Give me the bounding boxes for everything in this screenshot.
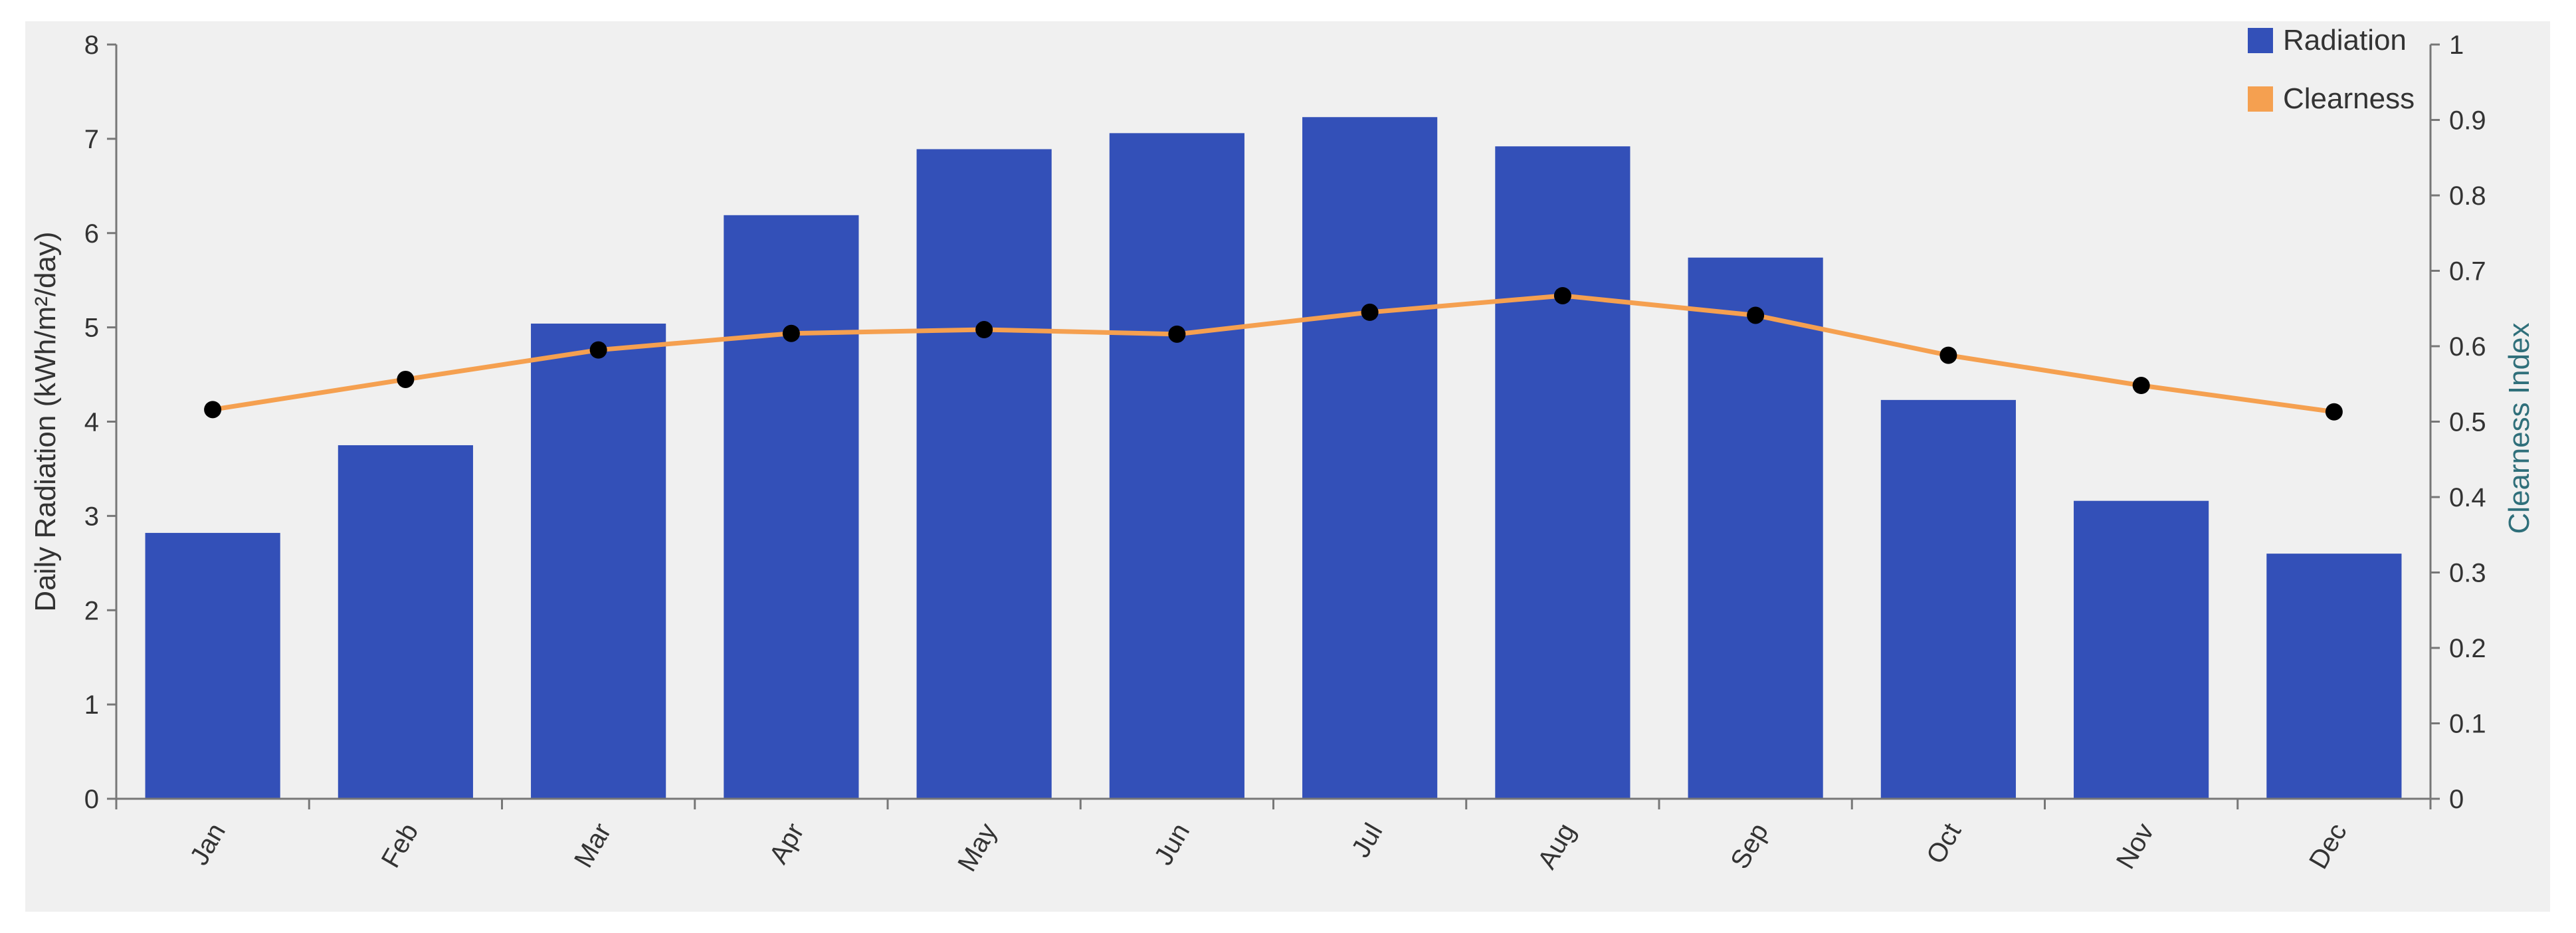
bar-jun bbox=[1109, 133, 1244, 799]
legend: Radiation Clearness bbox=[2248, 24, 2415, 115]
clearness-point-jun bbox=[1168, 325, 1186, 343]
y-axis-title-left: Daily Radiation (kWh/m²/day) bbox=[29, 231, 62, 611]
x-tick-label-jan: Jan bbox=[185, 819, 231, 871]
clearness-point-feb bbox=[397, 370, 415, 388]
y-tick-label-right: 0.3 bbox=[2449, 559, 2486, 588]
clearness-point-nov bbox=[2132, 377, 2150, 395]
bar-mar bbox=[531, 323, 666, 799]
y-tick-label-right: 0.4 bbox=[2449, 483, 2486, 512]
axes bbox=[107, 43, 2440, 809]
y-tick-label-right: 1 bbox=[2449, 31, 2464, 60]
x-tick-label-oct: Oct bbox=[1921, 819, 1967, 869]
y-tick-label-right: 0 bbox=[2449, 785, 2464, 814]
x-tick-label-apr: Apr bbox=[764, 819, 810, 869]
bar-nov bbox=[2074, 500, 2209, 799]
clearness-line bbox=[204, 286, 2343, 421]
bar-apr bbox=[724, 215, 859, 799]
legend-swatch-radiation bbox=[2248, 28, 2273, 53]
legend-label-clearness: Clearness bbox=[2283, 82, 2415, 115]
y-tick-label-left: 3 bbox=[84, 502, 99, 531]
legend-label-radiation: Radiation bbox=[2283, 24, 2407, 56]
bar-jan bbox=[145, 532, 280, 799]
clearness-point-jan bbox=[204, 401, 222, 419]
clearness-point-dec bbox=[2325, 403, 2343, 421]
y-tick-label-left: 7 bbox=[84, 125, 99, 154]
clearness-point-oct bbox=[1939, 346, 1957, 364]
radiation-clearness-chart: 0 1 2 3 4 5 6 7 8 0 0.1 0.2 0.3 0.4 0.5 0.6 0.7 0.8 0.9 1 Ja… bbox=[29, 24, 2535, 877]
x-tick-label-sep: Sep bbox=[1725, 819, 1774, 875]
y-tick-label-left: 4 bbox=[84, 408, 99, 437]
y-axis-title-right: Clearness Index bbox=[2503, 323, 2535, 534]
bar-dec bbox=[2266, 554, 2402, 799]
bar-feb bbox=[338, 445, 473, 799]
y-tick-label-left: 2 bbox=[84, 596, 99, 625]
y-tick-label-right: 0.2 bbox=[2449, 634, 2486, 663]
y-tick-label-left: 5 bbox=[84, 314, 99, 343]
legend-swatch-clearness bbox=[2248, 86, 2273, 112]
y-tick-label-right: 0.5 bbox=[2449, 408, 2486, 437]
clearness-point-aug bbox=[1553, 286, 1571, 304]
clearness-point-jul bbox=[1361, 303, 1379, 321]
clearness-point-sep bbox=[1747, 306, 1765, 324]
clearness-point-mar bbox=[589, 341, 607, 359]
x-tick-label-mar: Mar bbox=[569, 819, 617, 873]
clearness-point-may bbox=[975, 321, 993, 339]
y-tick-label-right: 0.1 bbox=[2449, 710, 2486, 739]
x-tick-label-feb: Feb bbox=[376, 819, 425, 873]
x-tick-label-nov: Nov bbox=[2111, 819, 2160, 875]
clearness-series-line bbox=[210, 293, 2337, 415]
radiation-bars bbox=[145, 117, 2402, 799]
bar-oct bbox=[1880, 399, 2016, 799]
y-tick-label-right: 0.7 bbox=[2449, 257, 2486, 286]
x-tick-label-jul: Jul bbox=[1346, 819, 1389, 863]
x-tick-label-aug: Aug bbox=[1532, 819, 1581, 875]
bar-may bbox=[916, 149, 1052, 799]
y-tick-label-right: 0.9 bbox=[2449, 106, 2486, 136]
y-tick-label-left: 6 bbox=[84, 219, 99, 249]
y-tick-label-right: 0.6 bbox=[2449, 332, 2486, 362]
x-tick-label-jun: Jun bbox=[1149, 819, 1195, 871]
bar-jul bbox=[1302, 117, 1438, 799]
y-tick-label-left: 8 bbox=[84, 31, 99, 60]
bar-sep bbox=[1688, 257, 1823, 799]
y-tick-label-left: 0 bbox=[84, 785, 99, 814]
x-tick-label-may: May bbox=[952, 819, 1003, 877]
bar-aug bbox=[1495, 146, 1631, 799]
y-tick-label-left: 1 bbox=[84, 690, 99, 720]
y-tick-label-right: 0.8 bbox=[2449, 181, 2486, 211]
clearness-point-apr bbox=[782, 324, 800, 342]
chart-panel: 0 1 2 3 4 5 6 7 8 0 0.1 0.2 0.3 0.4 0.5 0.6 0.7 0.8 0.9 1 Ja… bbox=[25, 21, 2550, 912]
x-tick-label-dec: Dec bbox=[2304, 819, 2353, 875]
